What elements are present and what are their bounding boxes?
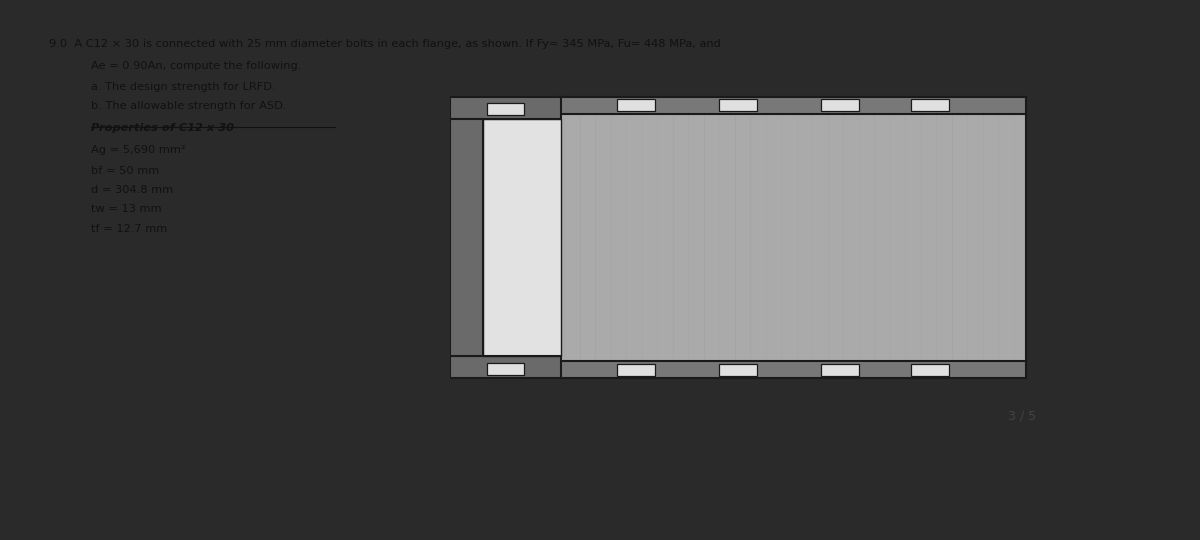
- Bar: [487, 103, 524, 114]
- Text: tw = 13 mm: tw = 13 mm: [91, 204, 162, 214]
- Text: = 1,505.59 kN; b) P: = 1,505.59 kN; b) P: [678, 325, 808, 338]
- Bar: [821, 364, 859, 376]
- Text: d = 304.8 mm: d = 304.8 mm: [91, 185, 173, 195]
- Bar: [911, 99, 949, 111]
- Text: a) P: a) P: [605, 325, 630, 338]
- Bar: [487, 363, 524, 375]
- Text: Ae = 0.90An, compute the following.: Ae = 0.90An, compute the following.: [91, 62, 301, 71]
- Text: u: u: [664, 330, 670, 339]
- Text: Ans.: Ans.: [535, 325, 566, 338]
- Text: Properties of C12 x 30: Properties of C12 x 30: [91, 123, 234, 133]
- Text: 9.0  A C12 × 30 is connected with 25 mm diameter bolts in each flange, as shown.: 9.0 A C12 × 30 is connected with 25 mm d…: [49, 39, 721, 49]
- Bar: [558, 361, 1026, 378]
- Text: a: a: [912, 330, 918, 339]
- Bar: [821, 99, 859, 111]
- Text: bf = 50 mm: bf = 50 mm: [91, 165, 160, 176]
- Text: a. The design strength for LRFD.: a. The design strength for LRFD.: [91, 82, 276, 92]
- Text: 3 / 5: 3 / 5: [1008, 410, 1036, 423]
- Bar: [558, 97, 1026, 114]
- Bar: [482, 119, 562, 356]
- Text: = 1,003.73 kN: = 1,003.73 kN: [925, 325, 1022, 338]
- Bar: [482, 119, 562, 356]
- Bar: [617, 364, 655, 376]
- Text: P: P: [1012, 185, 1021, 199]
- Bar: [617, 99, 655, 111]
- Bar: [911, 364, 949, 376]
- Bar: [450, 356, 562, 378]
- Text: tf = 12.7 mm: tf = 12.7 mm: [91, 224, 167, 234]
- Bar: [450, 119, 482, 356]
- Bar: [719, 99, 757, 111]
- Text: b. The allowable strength for ASD.: b. The allowable strength for ASD.: [91, 100, 287, 111]
- Bar: [719, 364, 757, 376]
- Bar: [450, 97, 562, 119]
- Bar: [558, 97, 1026, 378]
- Text: Ag = 5,690 mm²: Ag = 5,690 mm²: [91, 145, 186, 156]
